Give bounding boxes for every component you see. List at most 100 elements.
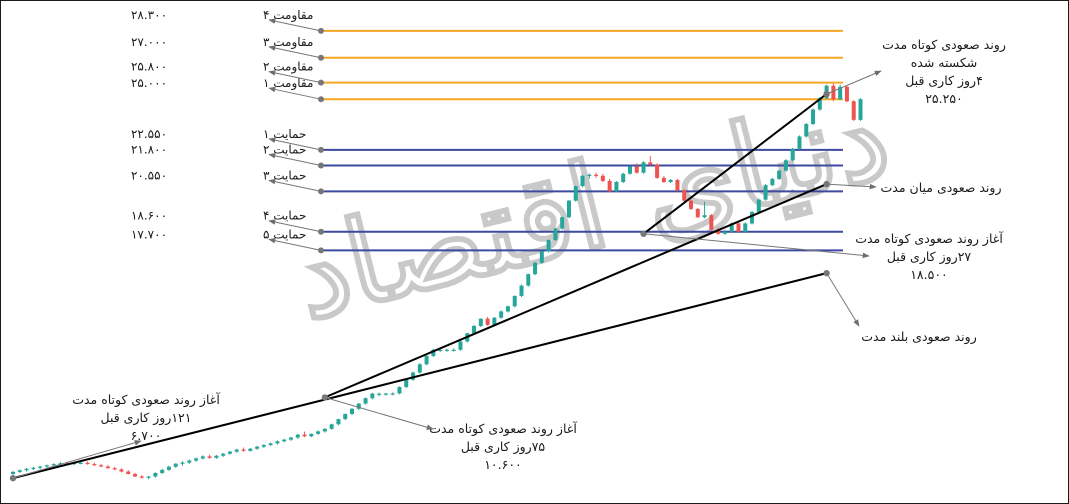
candle-body-122 [838, 86, 843, 100]
annotation-short-term-start-mid-line-2: ۷۵روز کاری قبل [461, 439, 546, 455]
candle-body-83 [573, 186, 578, 201]
candle-body-108 [743, 223, 748, 232]
candle-body-16 [119, 469, 124, 472]
annotation-short-term-start-early-line-3: ۶.۷۰۰ [131, 428, 162, 443]
candle-body-107 [736, 223, 741, 232]
candle-body-98 [675, 179, 680, 191]
candle-body-45 [316, 431, 321, 434]
candle-body-35 [248, 448, 253, 451]
candle-body-62 [431, 349, 436, 356]
candle-body-42 [295, 434, 300, 438]
support-value-2: ۲۱.۸۰۰ [131, 142, 167, 156]
support-label-3: حمایت ۳ [263, 168, 306, 182]
anchor-dot-short-term-broken [823, 90, 830, 98]
candle-body-100 [689, 200, 693, 209]
trendline-mid-term [324, 183, 827, 399]
candle-body-26 [187, 460, 192, 463]
candle-body-76 [526, 274, 531, 286]
candle-body-105 [722, 231, 727, 234]
candle-body-102 [702, 215, 707, 218]
pointer-short-term-start-early [12, 440, 142, 479]
candle-body-48 [336, 419, 341, 425]
candle-body-14 [105, 466, 110, 469]
candle-body-68 [472, 325, 477, 334]
candle-body-27 [194, 458, 199, 461]
candle-body-59 [411, 372, 416, 380]
candle-body-106 [729, 223, 734, 232]
support-value-5: ۱۷.۷۰۰ [131, 227, 167, 241]
candle-body-91 [627, 166, 632, 174]
candle-body-95 [655, 164, 660, 178]
trendline-long-term [12, 272, 827, 480]
annotation-mid-term-line-1: روند صعودی میان مدت [881, 180, 1002, 196]
candle-body-72 [499, 311, 504, 318]
pointer-long-term [826, 272, 860, 327]
resistance-anchor-dot-2 [318, 54, 324, 61]
candle-body-88 [607, 180, 612, 192]
candle-body-21 [153, 472, 158, 477]
pointer-mid-term [826, 183, 877, 190]
candle-body-77 [533, 262, 538, 275]
candle-body-113 [777, 170, 782, 179]
candle-body-47 [329, 424, 334, 429]
candle-body-74 [512, 295, 517, 307]
candle-body-12 [92, 464, 97, 466]
candle-body-2 [24, 468, 29, 471]
candle-body-63 [438, 349, 443, 351]
candle-body-82 [566, 200, 571, 218]
candle-body-24 [173, 463, 178, 467]
candle-body-110 [756, 199, 761, 213]
candle-body-121 [831, 85, 836, 100]
support-pointer-3 [268, 178, 322, 192]
candle-body-66 [458, 341, 463, 350]
candle-body-112 [770, 178, 775, 186]
candle-body-4 [38, 466, 43, 468]
candle-body-109 [750, 212, 755, 224]
candle-body-52 [363, 398, 368, 404]
candle-body-85 [587, 174, 592, 176]
pointer-short-term-start-recent [643, 233, 870, 259]
candle-body-18 [133, 474, 138, 477]
candle-body-79 [546, 240, 551, 252]
resistance-anchor-dot-1 [318, 27, 324, 34]
support-pointer-5 [268, 237, 322, 251]
candle-body-56 [390, 393, 395, 395]
candle-body-114 [783, 160, 788, 171]
candle-body-84 [580, 175, 585, 187]
candle-body-41 [288, 437, 293, 440]
support-pointer-4 [268, 219, 322, 233]
resistance-anchor-dot-4 [318, 96, 324, 103]
candle-body-97 [668, 179, 673, 183]
candle-body-37 [261, 445, 266, 447]
candle-body-33 [234, 449, 239, 452]
candle-body-31 [221, 453, 226, 456]
candle-body-40 [282, 439, 287, 442]
annotation-short-term-broken-line-4: ۲۵.۲۵۰ [925, 91, 963, 106]
annotation-long-term-line-1: روند صعودی بلند مدت [861, 329, 976, 345]
candle-body-125 [858, 99, 863, 120]
candle-body-69 [478, 318, 483, 326]
candle-body-25 [180, 462, 185, 464]
candle-body-81 [560, 217, 565, 229]
support-value-4: ۱۸.۶۰۰ [131, 209, 167, 223]
support-pointer-1 [268, 137, 322, 151]
support-label-4: حمایت ۴ [263, 209, 306, 223]
candle-body-38 [268, 443, 273, 446]
resistance-pointer-2 [268, 45, 322, 59]
candle-body-44 [309, 433, 314, 437]
candle-body-39 [275, 441, 280, 444]
candle-body-32 [227, 451, 232, 454]
candle-body-89 [614, 182, 619, 192]
pointer-short-term-broken [826, 70, 882, 95]
candle-body-111 [763, 185, 768, 200]
candle-body-71 [492, 317, 497, 325]
annotation-short-term-start-mid-line-1: آغاز روند صعودی کوتاه مدت [429, 421, 577, 437]
annotation-short-term-start-early-line-2: ۱۲۱روز کاری قبل [100, 410, 191, 426]
candle-body-61 [424, 355, 429, 365]
candle-body-124 [851, 101, 856, 120]
support-anchor-dot-1 [318, 146, 324, 153]
resistance-pointer-3 [268, 70, 322, 84]
candle-body-118 [811, 109, 816, 125]
candle-body-20 [146, 476, 151, 478]
